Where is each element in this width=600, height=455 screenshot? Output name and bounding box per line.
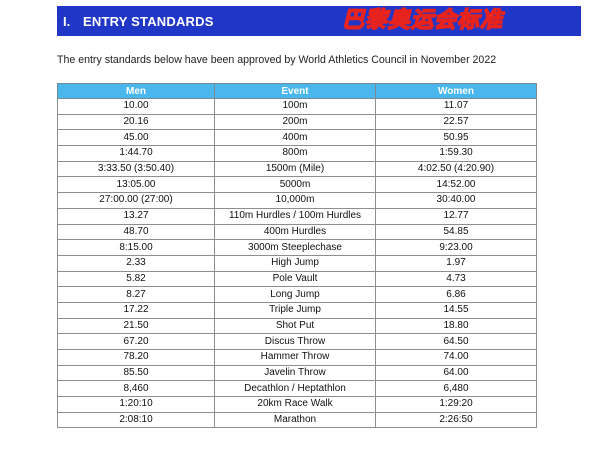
table-header-row: Men Event Women <box>57 83 537 99</box>
men-standard: 27:00.00 (27:00) <box>57 192 215 209</box>
table-row: 8:15.00 3000m Steeplechase 9:23.00 <box>57 239 537 256</box>
men-standard: 13.27 <box>57 207 215 225</box>
event-name: Decathlon / Heptathlon <box>214 380 376 398</box>
women-standard: 11.07 <box>375 98 537 115</box>
women-standard: 22.57 <box>375 113 537 131</box>
women-standard: 14:52.00 <box>375 176 537 194</box>
table-row: 5.82 Pole Vault 4.73 <box>57 270 537 288</box>
event-name: High Jump <box>214 254 376 272</box>
event-name: Pole Vault <box>214 270 376 288</box>
table-row: 17.22 Triple Jump 14.55 <box>57 301 537 319</box>
event-name: 800m <box>214 145 376 162</box>
event-name: Hammer Throw <box>214 349 376 366</box>
men-standard: 1:44.70 <box>57 145 215 162</box>
men-standard: 21.50 <box>57 317 215 335</box>
women-standard: 4.73 <box>375 270 537 288</box>
men-standard: 45.00 <box>57 129 215 147</box>
men-standard: 1:20:10 <box>57 396 215 413</box>
men-standard: 5.82 <box>57 270 215 288</box>
women-standard: 6,480 <box>375 380 537 398</box>
women-standard: 74.00 <box>375 349 537 366</box>
men-standard: 3:33.50 (3:50.40) <box>57 160 215 178</box>
event-name: 10,000m <box>214 192 376 209</box>
section-title: ENTRY STANDARDS <box>83 13 214 29</box>
women-standard: 1:59.30 <box>375 145 537 162</box>
table-row: 85.50 Javelin Throw 64.00 <box>57 364 537 382</box>
men-standard: 17.22 <box>57 301 215 319</box>
table-row: 13.27 110m Hurdles / 100m Hurdles 12.77 <box>57 207 537 225</box>
header-men: Men <box>57 83 215 99</box>
event-name: 1500m (Mile) <box>214 160 376 178</box>
chinese-title: 巴黎奥运会标准 <box>341 7 503 34</box>
men-standard: 85.50 <box>57 364 215 382</box>
women-standard: 2:26:50 <box>375 411 537 429</box>
men-standard: 2.33 <box>57 254 215 272</box>
women-standard: 4:02.50 (4:20.90) <box>375 160 537 178</box>
event-name: 110m Hurdles / 100m Hurdles <box>214 207 376 225</box>
event-name: 200m <box>214 113 376 131</box>
men-standard: 48.70 <box>57 223 215 241</box>
table-row: 10.00 100m 11.07 <box>57 98 537 115</box>
men-standard: 10.00 <box>57 98 215 115</box>
section-number: I. <box>63 13 71 29</box>
women-standard: 18.80 <box>375 317 537 335</box>
event-name: Discus Throw <box>214 333 376 350</box>
men-standard: 8:15.00 <box>57 239 215 256</box>
header-women: Women <box>375 83 537 99</box>
table-body: 10.00 100m 11.07 20.16 200m 22.57 45.00 400m 50.… <box>57 98 537 429</box>
women-standard: 14.55 <box>375 301 537 319</box>
women-standard: 6.86 <box>375 286 537 303</box>
event-name: 3000m Steeplechase <box>214 239 376 256</box>
men-standard: 13:05.00 <box>57 176 215 194</box>
men-standard: 78.20 <box>57 349 215 366</box>
women-standard: 12.77 <box>375 207 537 225</box>
women-standard: 30:40.00 <box>375 192 537 209</box>
table-row: 8,460 Decathlon / Heptathlon 6,480 <box>57 380 537 398</box>
event-name: 400m Hurdles <box>214 223 376 241</box>
table-row: 2:08:10 Marathon 2:26:50 <box>57 411 537 429</box>
intro-text: The entry standards below have been appr… <box>57 54 497 66</box>
event-name: Long Jump <box>214 286 376 303</box>
event-name: Marathon <box>214 411 376 429</box>
table-row: 1:44.70 800m 1:59.30 <box>57 145 537 162</box>
women-standard: 54.85 <box>375 223 537 241</box>
table-row: 45.00 400m 50.95 <box>57 129 537 147</box>
event-name: Shot Put <box>214 317 376 335</box>
women-standard: 1.97 <box>375 254 537 272</box>
table-row: 48.70 400m Hurdles 54.85 <box>57 223 537 241</box>
table-row: 21.50 Shot Put 18.80 <box>57 317 537 335</box>
event-name: 5000m <box>214 176 376 194</box>
women-standard: 50.95 <box>375 129 537 147</box>
men-standard: 8.27 <box>57 286 215 303</box>
table-row: 67.20 Discus Throw 64.50 <box>57 333 537 350</box>
men-standard: 67.20 <box>57 333 215 350</box>
table-row: 78.20 Hammer Throw 74.00 <box>57 349 537 366</box>
header-event: Event <box>214 83 376 99</box>
event-name: Javelin Throw <box>214 364 376 382</box>
event-name: 100m <box>214 98 376 115</box>
women-standard: 9:23.00 <box>375 239 537 256</box>
women-standard: 1:29:20 <box>375 396 537 413</box>
table-row: 3:33.50 (3:50.40) 1500m (Mile) 4:02.50 (4:… <box>57 160 537 178</box>
table-row: 27:00.00 (27:00) 10,000m 30:40.00 <box>57 192 537 209</box>
table-row: 2.33 High Jump 1.97 <box>57 254 537 272</box>
women-standard: 64.50 <box>375 333 537 350</box>
men-standard: 20.16 <box>57 113 215 131</box>
men-standard: 8,460 <box>57 380 215 398</box>
men-standard: 2:08:10 <box>57 411 215 429</box>
section-banner: I. ENTRY STANDARDS 巴黎奥运会标准 <box>57 6 581 36</box>
event-name: Triple Jump <box>214 301 376 319</box>
entry-standards-table: Men Event Women 10.00 100m 11.07 20.16 200m 2… <box>57 83 537 429</box>
women-standard: 64.00 <box>375 364 537 382</box>
table-row: 1:20:10 20km Race Walk 1:29:20 <box>57 396 537 413</box>
table-row: 8.27 Long Jump 6.86 <box>57 286 537 303</box>
event-name: 20km Race Walk <box>214 396 376 413</box>
event-name: 400m <box>214 129 376 147</box>
table-row: 20.16 200m 22.57 <box>57 113 537 131</box>
table-row: 13:05.00 5000m 14:52.00 <box>57 176 537 194</box>
